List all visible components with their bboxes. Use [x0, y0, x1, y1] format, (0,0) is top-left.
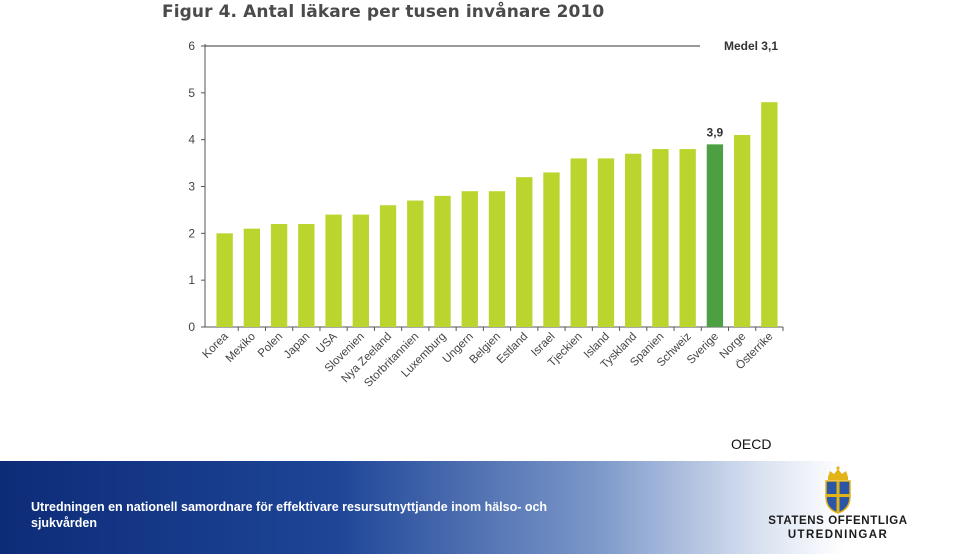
y-tick-label: 4	[188, 133, 195, 147]
bar	[379, 205, 397, 327]
bar	[761, 102, 778, 327]
y-tick-label: 1	[188, 273, 195, 287]
bar	[243, 228, 261, 327]
logo-text-line1: STATENS OFFENTLIGA	[768, 515, 908, 527]
footer-band: Utredningen en nationell samordnare för …	[0, 461, 960, 554]
bar	[461, 191, 478, 327]
bar	[570, 158, 587, 327]
chart-title: Figur 4. Antal läkare per tusen invånare…	[162, 2, 605, 22]
crown-shield-icon	[825, 466, 851, 514]
bar	[434, 195, 451, 327]
bar	[325, 214, 342, 327]
bar	[488, 191, 506, 327]
highlight-data-label: 3,9	[707, 125, 724, 139]
bar	[216, 233, 233, 327]
reference-line-label: Medel 3,1	[724, 39, 778, 53]
bar	[516, 177, 533, 327]
bar	[679, 149, 696, 327]
x-tick-label: Estland	[495, 331, 531, 367]
bar	[652, 149, 669, 327]
source-note: OECD	[731, 436, 772, 452]
x-tick-label: Japan	[282, 331, 313, 362]
logo-text-line2: UTREDNINGAR	[787, 529, 889, 541]
bar	[543, 172, 560, 327]
y-tick-label: 6	[188, 39, 195, 53]
y-tick-label: 5	[188, 86, 195, 100]
bar	[597, 158, 615, 327]
x-tick-label: Polen	[256, 331, 285, 360]
bar	[625, 153, 642, 327]
bar	[352, 214, 369, 327]
y-tick-label: 2	[188, 226, 195, 240]
bar	[270, 223, 288, 327]
y-tick-label: 3	[188, 180, 195, 194]
x-tick-label: Mexiko	[224, 331, 258, 365]
bar	[407, 200, 424, 327]
bar	[298, 223, 315, 327]
sou-logo: STATENS OFFENTLIGA UTREDNINGAR	[766, 465, 910, 549]
bar	[733, 134, 751, 327]
y-tick-label: 0	[188, 320, 195, 334]
bar	[706, 144, 724, 327]
footer-text: Utredningen en nationell samordnare för …	[31, 500, 548, 530]
